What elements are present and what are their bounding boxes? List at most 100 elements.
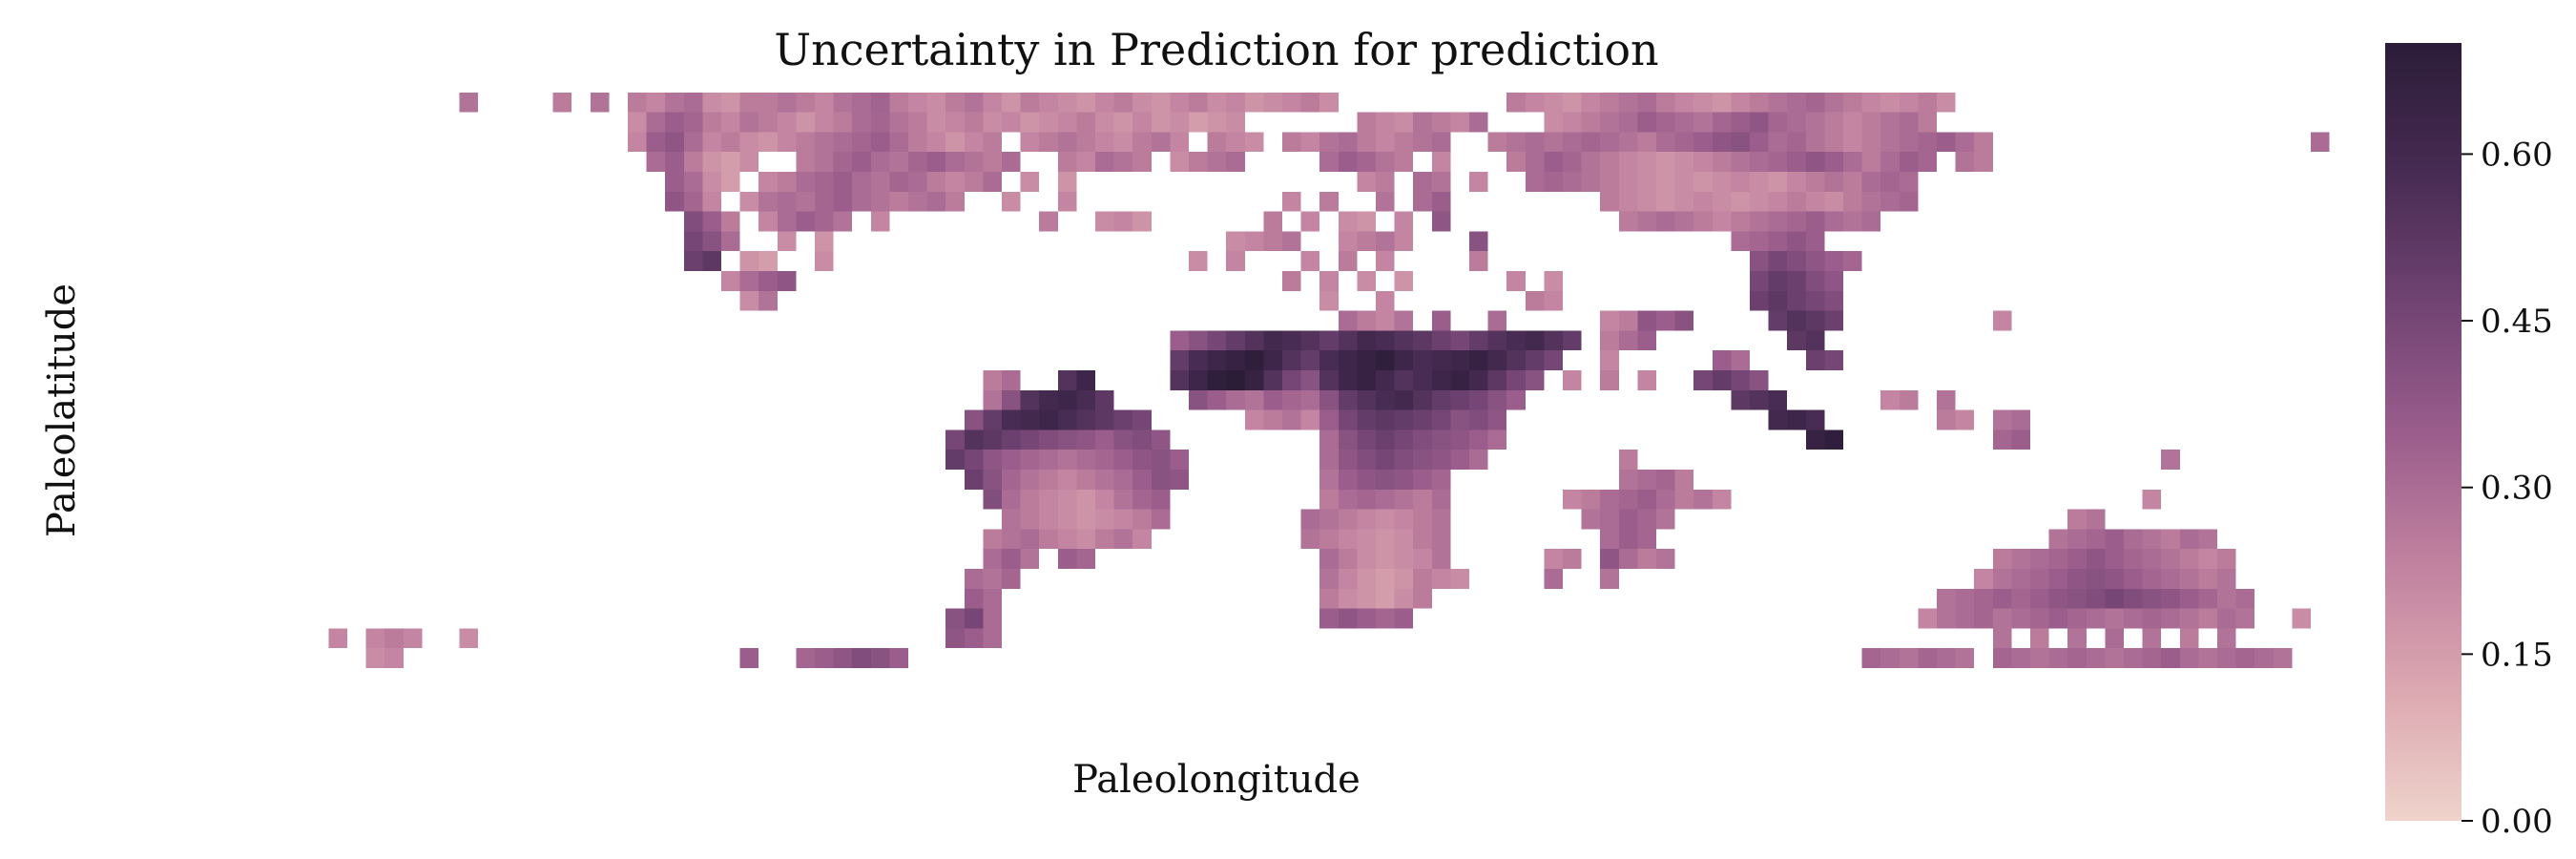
- heatmap-cell: [1095, 92, 1114, 113]
- heatmap-cell: [1600, 549, 1619, 569]
- heatmap-cell: [1824, 290, 1843, 311]
- heatmap-cell: [1357, 549, 1376, 569]
- heatmap-cell: [702, 92, 721, 113]
- heatmap-cell: [1357, 569, 1376, 589]
- heatmap-cell: [2198, 608, 2217, 629]
- heatmap-cell: [1170, 470, 1189, 490]
- heatmap-cell: [1937, 608, 1956, 629]
- heatmap-cell: [815, 112, 834, 133]
- heatmap-cell: [1113, 509, 1133, 530]
- heatmap-cell: [1693, 211, 1713, 232]
- heatmap-cell: [1955, 132, 1975, 153]
- heatmap-cell: [1338, 152, 1358, 172]
- heatmap-cell: [1113, 132, 1133, 153]
- heatmap-cell: [1002, 470, 1021, 490]
- heatmap-cell: [1618, 489, 1638, 510]
- heatmap-cell: [2142, 648, 2162, 668]
- heatmap-cell: [1319, 290, 1339, 311]
- heatmap-cell: [1824, 152, 1843, 172]
- heatmap-cell: [1282, 92, 1301, 113]
- heatmap-cell: [1750, 132, 1769, 153]
- heatmap-cell: [2198, 569, 2217, 589]
- heatmap-cell: [964, 628, 984, 649]
- heatmap-cell: [1263, 330, 1282, 351]
- heatmap-cell: [683, 112, 703, 133]
- heatmap-cell: [2086, 549, 2106, 569]
- heatmap-cell: [1450, 370, 1469, 390]
- heatmap-cell: [2030, 628, 2049, 649]
- heatmap-cell: [1300, 251, 1320, 271]
- heatmap-cell: [702, 251, 721, 271]
- heatmap-cell: [1282, 231, 1301, 252]
- heatmap-cell: [1394, 231, 1414, 252]
- heatmap-cell: [2105, 588, 2124, 609]
- heatmap-cell: [459, 92, 479, 113]
- heatmap-cell: [945, 152, 965, 172]
- heatmap-cell: [1394, 529, 1414, 550]
- heatmap-cell: [926, 112, 946, 133]
- heatmap-cell: [2142, 608, 2162, 629]
- heatmap-cell: [1431, 529, 1451, 550]
- heatmap-cell: [2161, 450, 2180, 470]
- heatmap-cell: [1750, 211, 1769, 232]
- heatmap-cell: [945, 430, 965, 450]
- heatmap-cell: [2086, 608, 2106, 629]
- heatmap-cell: [1057, 172, 1077, 192]
- heatmap-cell: [852, 132, 871, 153]
- heatmap-cell: [1394, 389, 1414, 410]
- heatmap-cell: [983, 588, 1002, 609]
- heatmap-cell: [1039, 470, 1058, 490]
- heatmap-cell: [2067, 509, 2087, 530]
- heatmap-cell: [1338, 132, 1358, 153]
- heatmap-cell: [1431, 310, 1451, 331]
- heatmap-cell: [1095, 409, 1114, 430]
- heatmap-cell: [777, 191, 797, 212]
- heatmap-cell: [1824, 430, 1843, 450]
- heatmap-cell: [1357, 588, 1376, 609]
- heatmap-cell: [1861, 191, 1881, 212]
- heatmap-cell: [1189, 350, 1208, 370]
- heatmap-cell: [964, 430, 984, 450]
- heatmap-cell: [2217, 588, 2236, 609]
- heatmap-cell: [1469, 450, 1488, 470]
- heatmap-cell: [2124, 549, 2143, 569]
- heatmap-cell: [1095, 489, 1114, 510]
- heatmap-cell: [1731, 350, 1750, 370]
- heatmap-cell: [1039, 509, 1058, 530]
- heatmap-cell: [1076, 92, 1095, 113]
- heatmap-cell: [1843, 251, 1862, 271]
- heatmap-cell: [1357, 430, 1376, 450]
- heatmap-cell: [1768, 132, 1788, 153]
- colorbar-tick-label: 0.30: [2481, 470, 2553, 508]
- heatmap-cell: [1338, 509, 1358, 530]
- heatmap-cell: [2161, 588, 2180, 609]
- heatmap-cell: [1618, 330, 1638, 351]
- heatmap-cell: [1431, 370, 1451, 390]
- heatmap-cell: [815, 152, 834, 172]
- heatmap-cell: [1376, 310, 1395, 331]
- heatmap-cell: [2124, 529, 2143, 550]
- heatmap-cell: [796, 132, 815, 153]
- heatmap-cell: [1861, 172, 1881, 192]
- heatmap-cell: [1487, 310, 1507, 331]
- heatmap-cell: [926, 191, 946, 212]
- heatmap-cell: [1376, 251, 1395, 271]
- heatmap-cell: [739, 648, 759, 668]
- heatmap-cell: [1300, 370, 1320, 390]
- heatmap-cell: [1076, 509, 1095, 530]
- heatmap-cell: [384, 628, 404, 649]
- heatmap-cell: [1992, 608, 2012, 629]
- heatmap-cell: [1057, 152, 1077, 172]
- heatmap-cell: [2217, 569, 2236, 589]
- heatmap-cell: [815, 648, 834, 668]
- heatmap-cell: [1207, 92, 1227, 113]
- heatmap-cell: [2254, 648, 2274, 668]
- heatmap-cell: [1712, 92, 1732, 113]
- heatmap-cell: [1450, 569, 1469, 589]
- heatmap-cell: [1431, 152, 1451, 172]
- heatmap-cell: [1712, 152, 1732, 172]
- heatmap-cell: [721, 92, 740, 113]
- heatmap-cell: [1413, 549, 1432, 569]
- heatmap-cell: [721, 211, 740, 232]
- heatmap-cell: [2124, 608, 2143, 629]
